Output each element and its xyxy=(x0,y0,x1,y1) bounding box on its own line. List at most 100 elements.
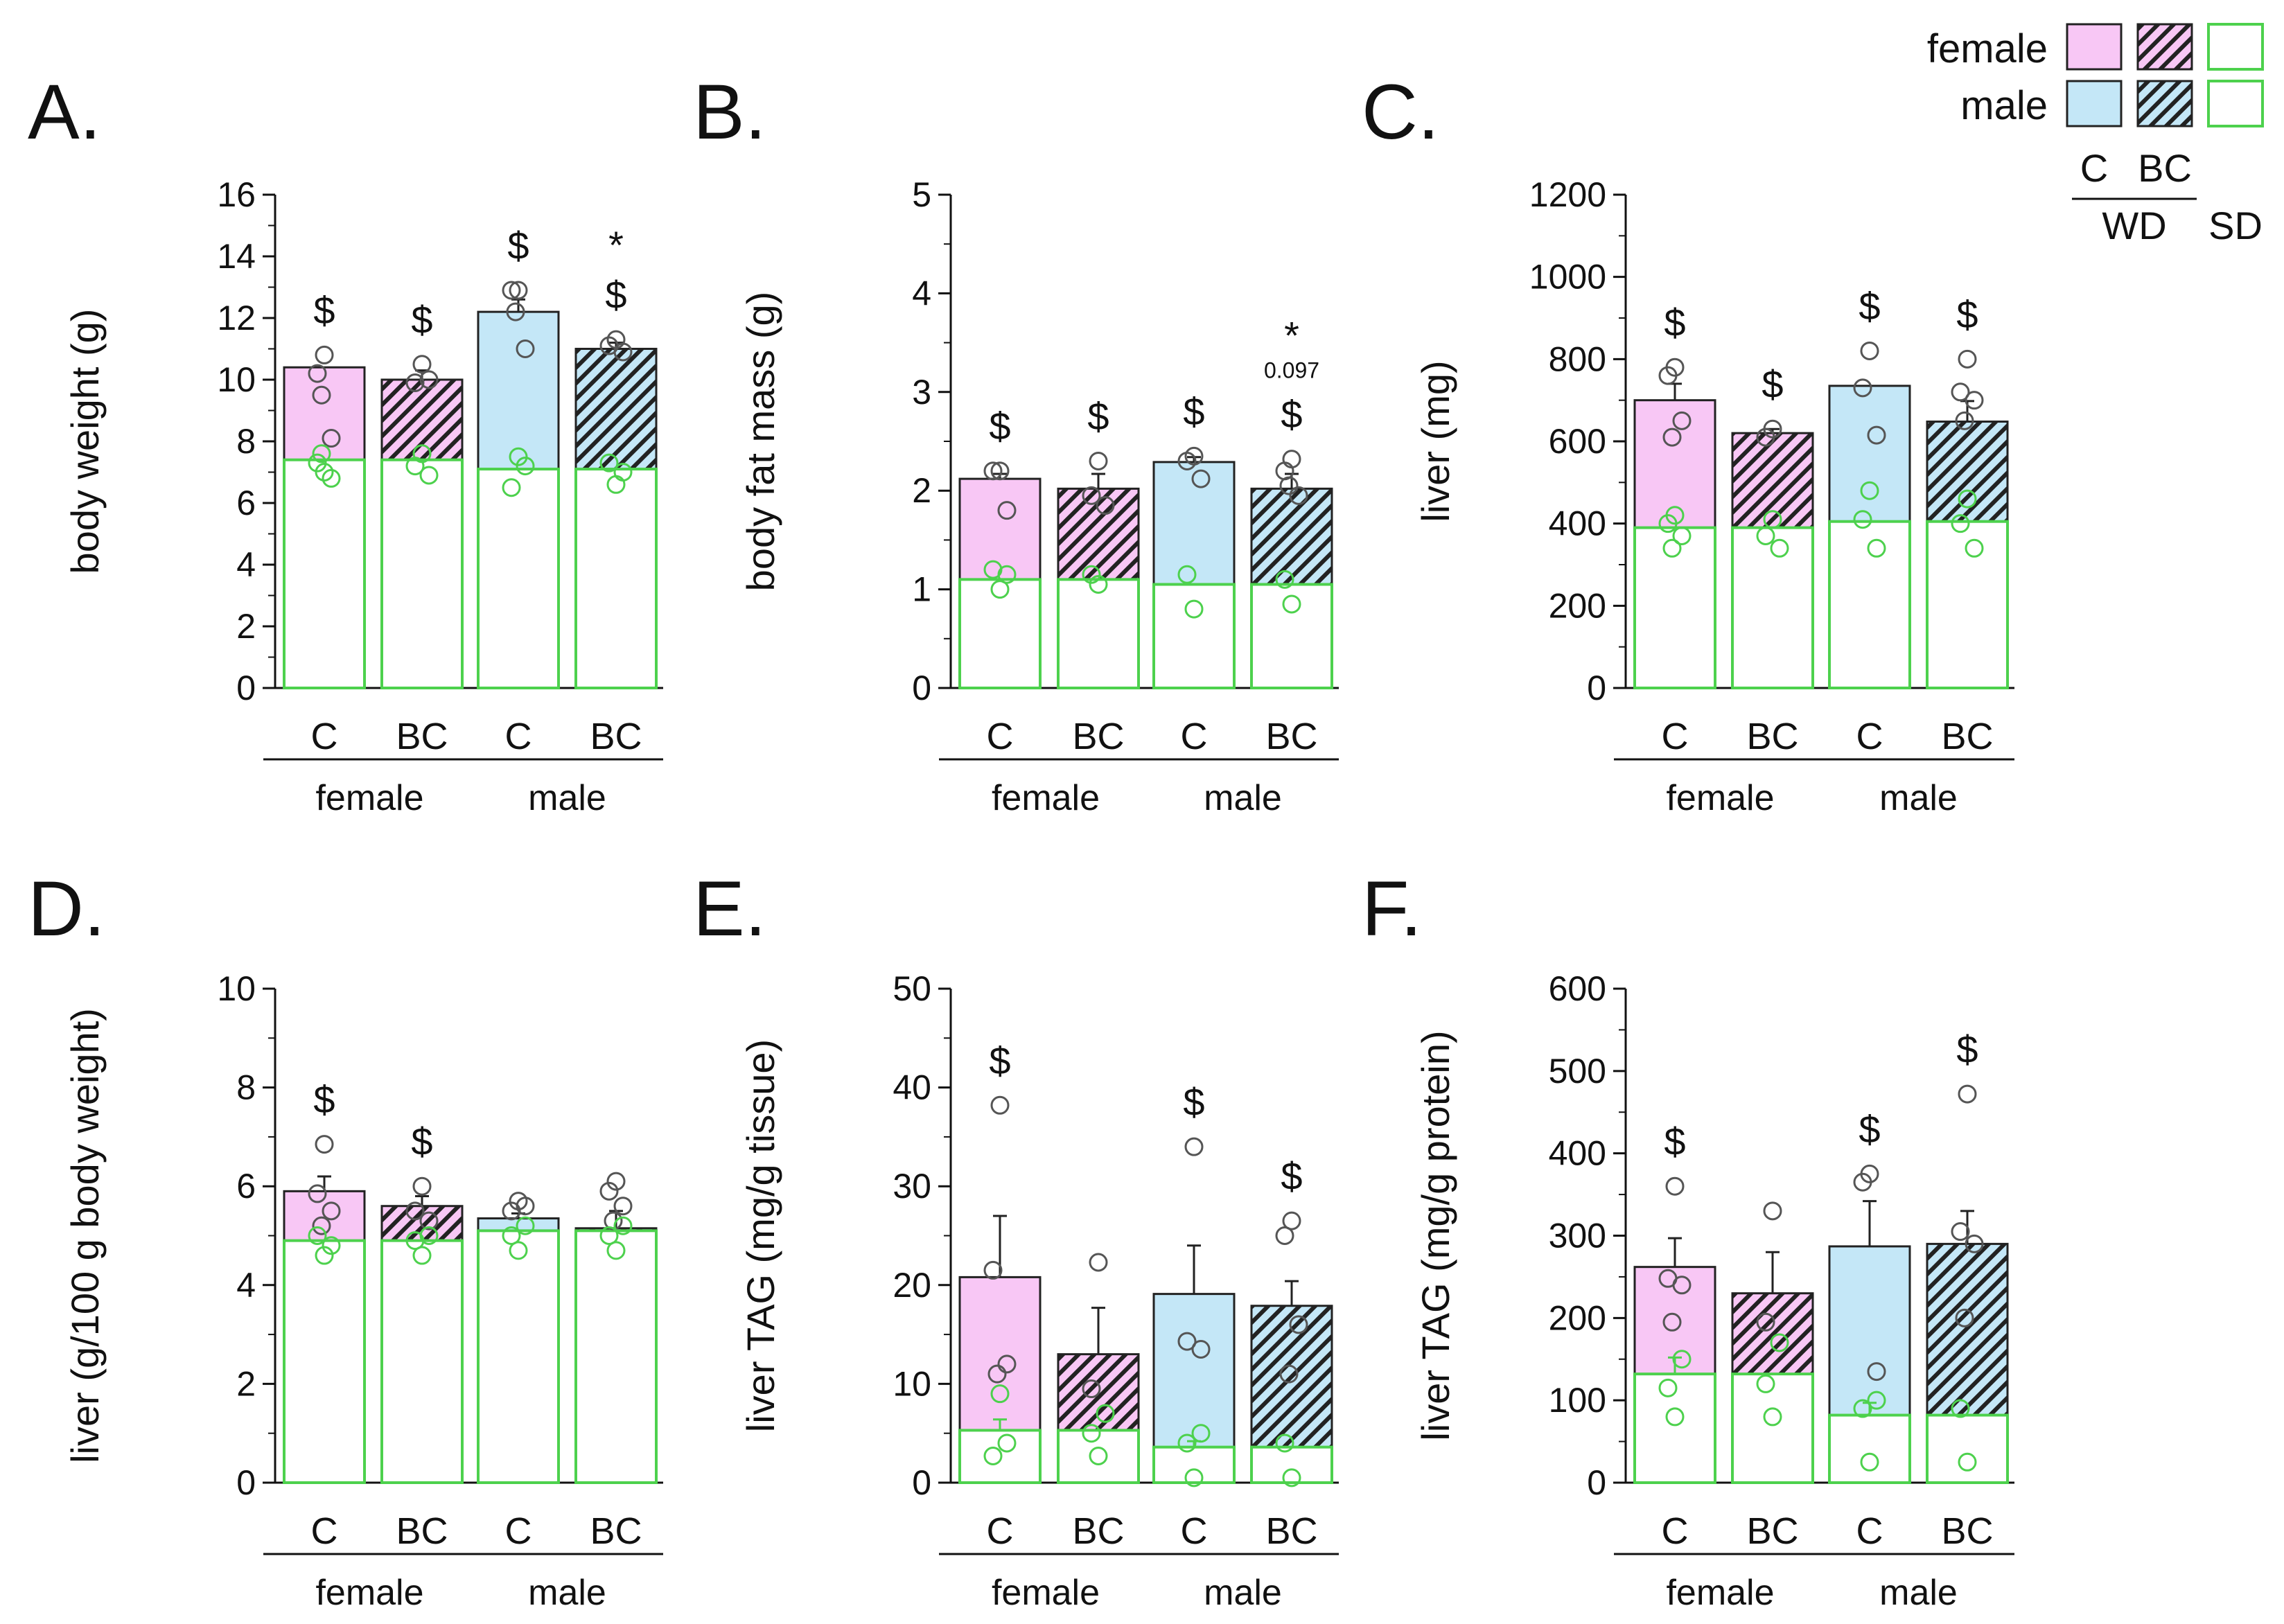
legend-wd-label: WD xyxy=(2102,204,2166,247)
significance-marker: $ xyxy=(313,288,335,332)
sd-data-point xyxy=(322,468,341,488)
sd-data-point xyxy=(516,457,535,476)
panel-d: D. 0 2 4 6 8 10 liver (g/100 g body weight) C BC C… xyxy=(28,865,663,1613)
sd-data-point xyxy=(983,1446,1003,1465)
sd-data-point xyxy=(1282,1468,1301,1488)
significance-marker: $ xyxy=(1087,394,1109,438)
significance-marker: * xyxy=(1284,314,1299,358)
wd-data-point xyxy=(1662,1312,1682,1332)
wd-data-point xyxy=(1089,451,1108,470)
wd-data-point xyxy=(1853,378,1872,398)
wd-data-point xyxy=(315,1135,334,1154)
x-category-label: C xyxy=(311,716,338,757)
sd-data-point xyxy=(1672,526,1692,545)
wd-data-point xyxy=(1665,1176,1685,1196)
significance-marker: $ xyxy=(605,273,626,317)
sd-data-point xyxy=(312,444,331,464)
wd-data-point xyxy=(1191,1339,1211,1359)
sd-data-point xyxy=(1958,489,1977,509)
y-tick-label: 50 xyxy=(893,969,931,1008)
wd-data-point xyxy=(506,302,525,321)
y-axis-title: liver TAG (mg/g tissue) xyxy=(739,1039,782,1432)
wd-data-point xyxy=(412,355,432,374)
group-label: female xyxy=(992,778,1100,818)
panel-b: B. 0 1 2 3 4 5 body fat mass (g) C BC C BC female mal… xyxy=(693,69,1339,818)
significance-marker: $ xyxy=(1956,292,1978,336)
wd-data-point xyxy=(983,461,1003,481)
wd-data-point xyxy=(1867,425,1886,445)
sd-data-point xyxy=(990,1384,1010,1404)
sd-data-point xyxy=(1763,1407,1782,1427)
group-label: female xyxy=(1666,1573,1774,1613)
sd-data-point xyxy=(1089,1446,1108,1465)
x-category-label: C xyxy=(987,716,1014,757)
sd-data-point xyxy=(1860,481,1879,500)
sd-bar xyxy=(574,1229,658,1484)
sd-data-point xyxy=(1082,565,1101,584)
sd-data-point xyxy=(1282,594,1301,614)
wd-data-point xyxy=(1279,476,1299,495)
wd-data-point xyxy=(405,373,425,392)
significance-marker: $ xyxy=(1956,1027,1978,1071)
y-tick-label: 0 xyxy=(236,1463,256,1502)
sd-data-point xyxy=(1763,510,1782,529)
sd-data-point xyxy=(1658,1378,1678,1397)
y-tick-label: 20 xyxy=(893,1266,931,1305)
x-category-label: BC xyxy=(396,1510,448,1552)
x-category-label: BC xyxy=(396,716,448,757)
sd-data-point xyxy=(308,1226,327,1245)
wd-data-point xyxy=(1958,349,1977,369)
sd-bar xyxy=(1250,1445,1333,1485)
wd-data-point xyxy=(1867,1362,1886,1382)
wd-data-point xyxy=(315,345,334,364)
x-category-label: C xyxy=(1662,1510,1689,1552)
wd-data-point xyxy=(1955,1308,1974,1327)
sd-data-point xyxy=(1177,1433,1197,1453)
sd-bar xyxy=(380,1239,464,1484)
sd-data-point xyxy=(1089,574,1108,594)
sd-data-point xyxy=(1275,1433,1294,1453)
wd-data-point xyxy=(1756,1312,1775,1332)
wd-data-point xyxy=(1275,1226,1294,1245)
sd-data-point xyxy=(419,1226,439,1245)
sd-bar xyxy=(1057,578,1140,689)
sd-data-point xyxy=(1867,1391,1886,1410)
y-tick-label: 6 xyxy=(236,484,256,522)
x-category-label: C xyxy=(505,716,532,757)
significance-marker: $ xyxy=(411,298,432,342)
significance-marker: $ xyxy=(1183,389,1204,433)
wd-data-point xyxy=(1096,496,1115,515)
y-tick-label: 600 xyxy=(1549,969,1606,1008)
legend-female-sd-swatch xyxy=(2207,23,2264,71)
sd-data-point xyxy=(315,1246,334,1265)
significance-marker: $ xyxy=(989,1039,1010,1082)
significance-marker: $ xyxy=(411,1120,432,1163)
sd-data-point xyxy=(1756,526,1775,545)
sd-data-point xyxy=(613,1216,633,1235)
sd-bar xyxy=(958,578,1042,689)
wd-data-point xyxy=(419,370,439,389)
x-category-label: C xyxy=(505,1510,532,1552)
legend-male-sd-swatch xyxy=(2207,80,2264,127)
sd-data-point xyxy=(1184,1468,1204,1488)
wd-data-point xyxy=(1177,1332,1197,1351)
legend-female-c-swatch xyxy=(2066,23,2123,71)
sd-data-point xyxy=(509,1241,528,1260)
sd-bar xyxy=(1828,520,1911,690)
sd-bar xyxy=(283,1239,366,1484)
x-category-label: BC xyxy=(1072,1510,1124,1552)
x-category-label: BC xyxy=(1746,716,1798,757)
significance-marker: $ xyxy=(1859,284,1880,328)
wd-data-point xyxy=(1289,486,1308,505)
y-tick-label: 40 xyxy=(893,1068,931,1107)
x-category-label: BC xyxy=(590,716,642,757)
legend-male-label: male xyxy=(1960,83,2048,128)
sd-data-point xyxy=(1965,538,1984,558)
y-tick-label: 0 xyxy=(912,1463,931,1502)
y-tick-label: 1 xyxy=(912,570,931,609)
wd-data-point xyxy=(308,364,327,383)
y-tick-label: 14 xyxy=(217,237,256,276)
y-tick-label: 10 xyxy=(893,1364,931,1403)
legend-male-c-swatch xyxy=(2066,80,2123,127)
